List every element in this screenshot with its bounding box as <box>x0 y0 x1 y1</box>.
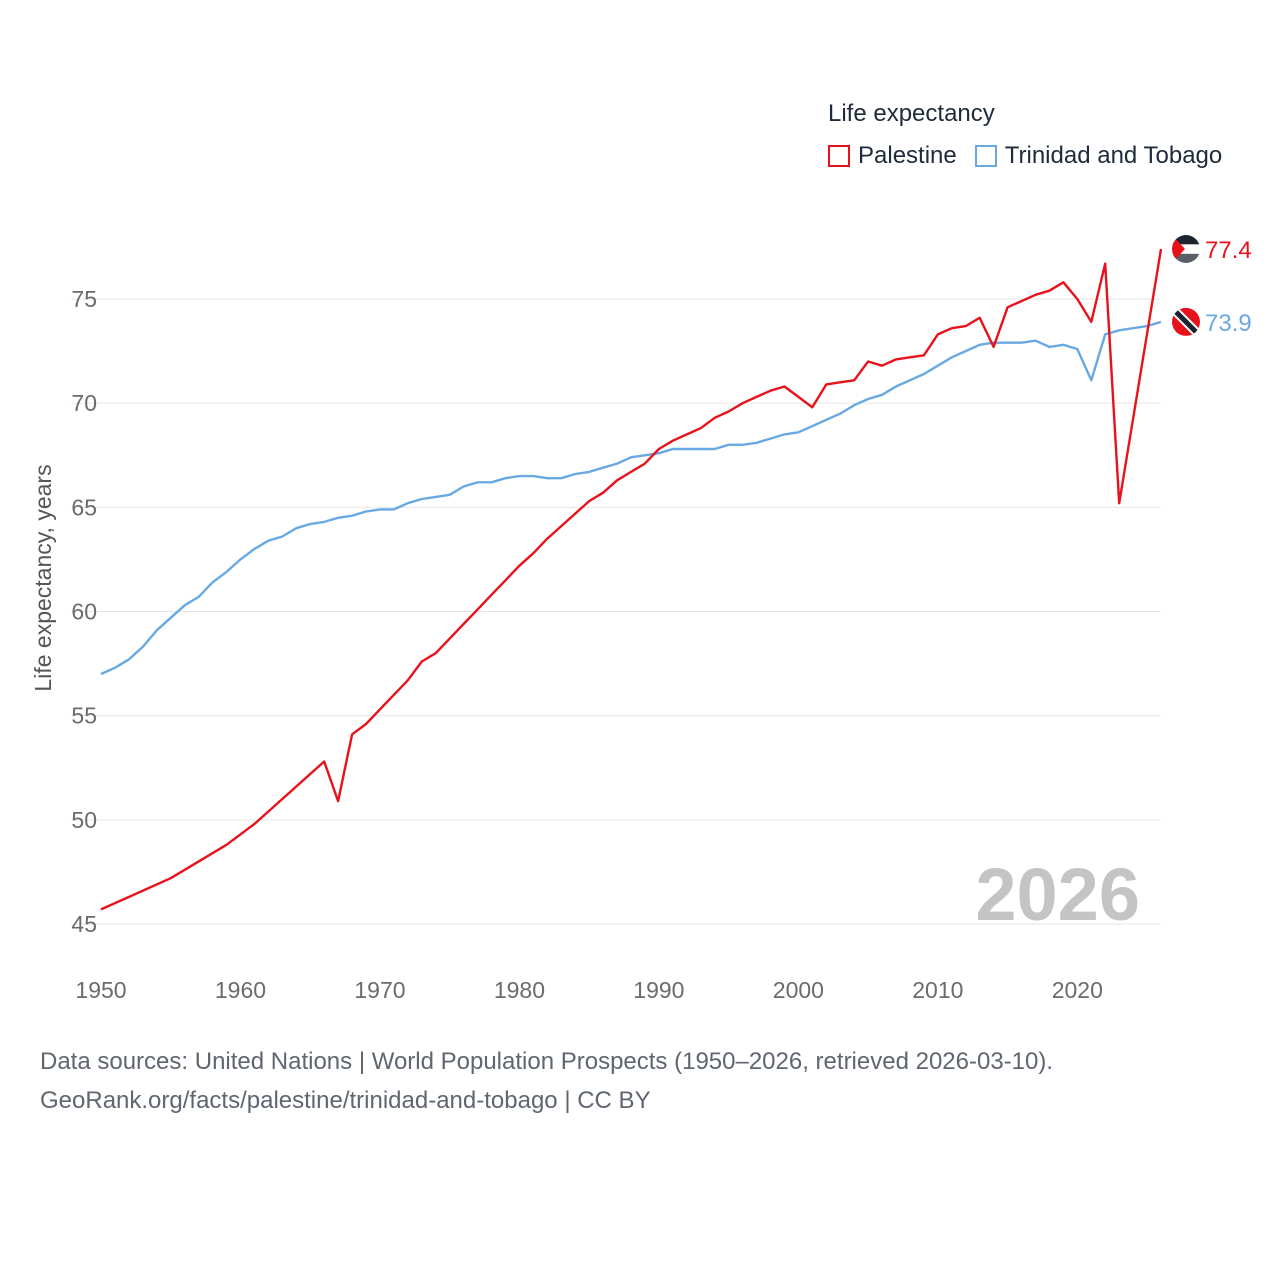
legend: Palestine Trinidad and Tobago <box>828 142 1240 170</box>
x-tick-label: 2010 <box>912 977 963 1003</box>
legend-label-palestine: Palestine <box>858 142 957 169</box>
y-tick-label: 50 <box>71 807 97 833</box>
year-label: 2026 <box>975 853 1140 936</box>
source-note: Data sources: United Nations | World Pop… <box>40 1042 1053 1120</box>
x-axis: 1950 1960 1970 1980 1990 2000 2010 2020 <box>75 977 1102 1003</box>
x-tick-label: 1990 <box>633 977 684 1003</box>
y-axis: 45 50 55 60 65 70 75 <box>71 286 97 937</box>
source-line-2[interactable]: GeoRank.org/facts/palestine/trinidad-and… <box>40 1087 651 1114</box>
y-axis-title: Life expectancy, years <box>30 464 56 691</box>
palestine-flag-icon <box>1172 235 1200 263</box>
end-markers: 77.4 73.9 <box>1172 235 1252 337</box>
y-tick-label: 75 <box>71 286 97 312</box>
end-value-label: 73.9 <box>1205 310 1252 337</box>
x-tick-label: 1950 <box>75 977 126 1003</box>
legend-swatch-trinidad-and-tobago <box>974 145 997 167</box>
series-lines <box>100 248 1163 911</box>
legend-item-trinidad-and-tobago[interactable]: Trinidad and Tobago <box>974 142 1223 170</box>
trinidad-and-tobago-flag-icon <box>1172 307 1200 336</box>
x-tick-label: 2020 <box>1052 977 1103 1003</box>
y-tick-label: 60 <box>71 599 97 625</box>
legend-swatch-palestine <box>828 145 850 167</box>
legend-item-palestine[interactable]: Palestine <box>828 142 957 170</box>
legend-title: Life expectancy <box>828 100 995 127</box>
series-line-palestine <box>100 248 1163 911</box>
series-line-trinidad-and-tobago <box>100 320 1162 676</box>
x-tick-label: 1970 <box>354 977 405 1003</box>
legend-label-trinidad-and-tobago: Trinidad and Tobago <box>1004 142 1223 169</box>
x-tick-label: 1980 <box>494 977 545 1003</box>
source-line-1: Data sources: United Nations | World Pop… <box>40 1048 1054 1075</box>
end-value-label: 77.4 <box>1205 237 1252 264</box>
y-tick-label: 55 <box>71 703 97 729</box>
grid <box>71 298 1161 925</box>
y-tick-label: 65 <box>71 494 97 520</box>
x-tick-label: 1960 <box>215 977 266 1003</box>
x-tick-label: 2000 <box>773 977 824 1003</box>
y-tick-label: 70 <box>71 390 97 416</box>
y-tick-label: 45 <box>71 911 97 937</box>
